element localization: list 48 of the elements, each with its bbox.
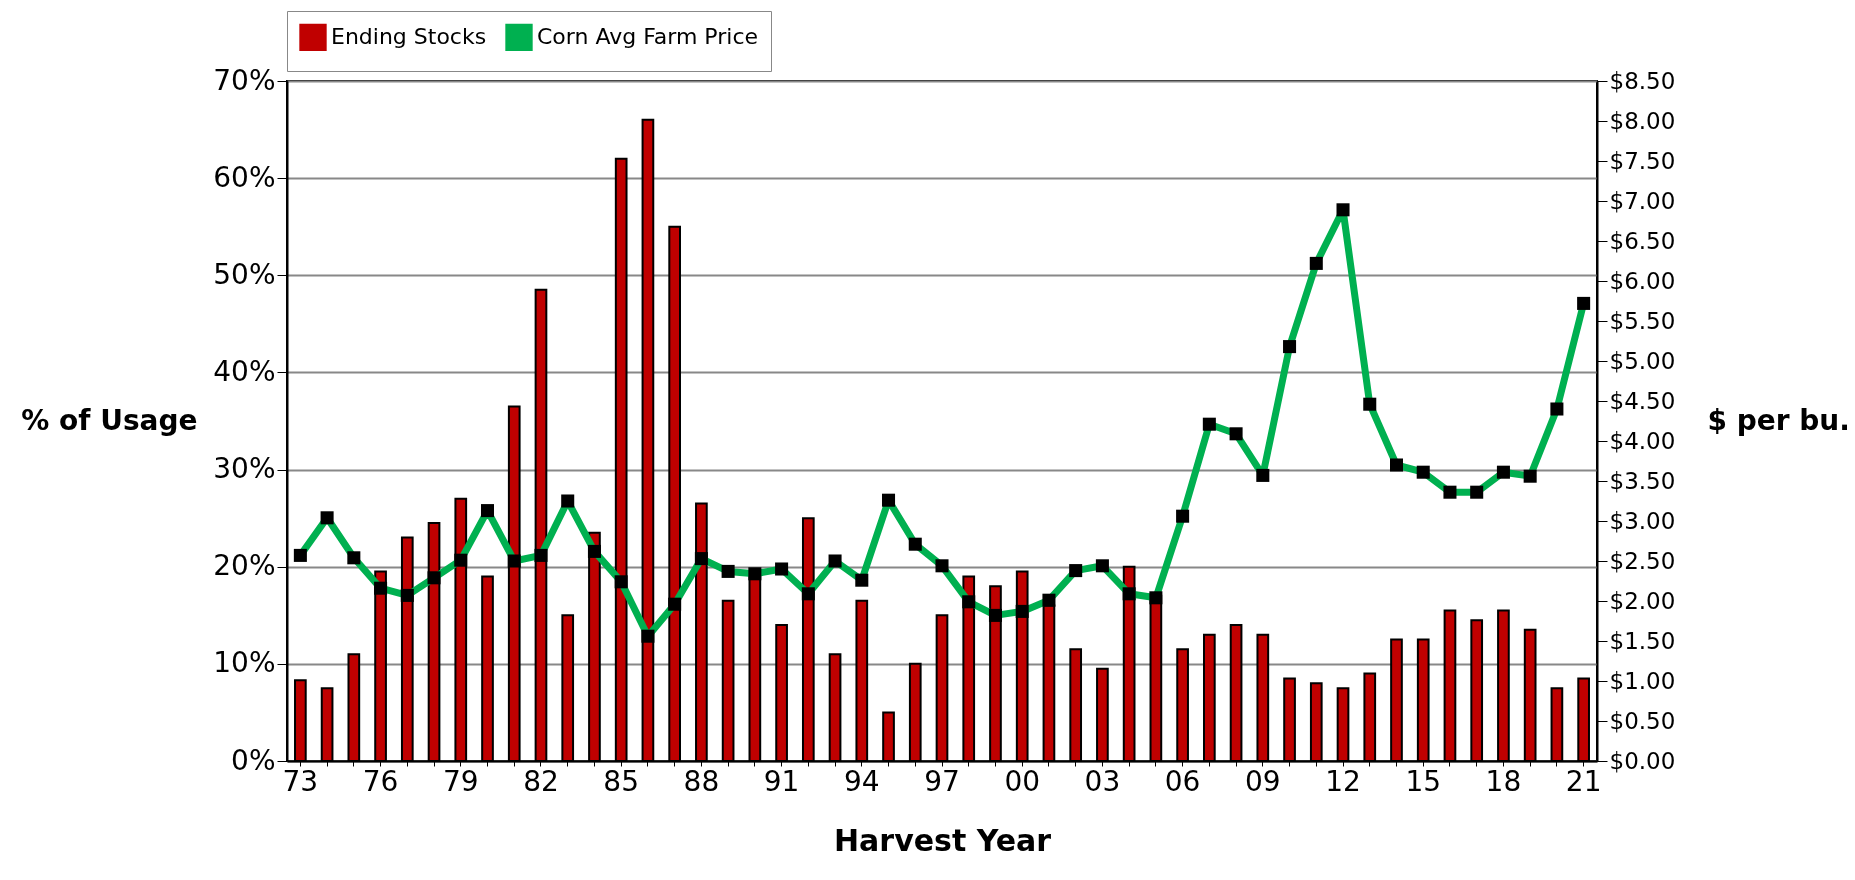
y2-tick-label: $5.50 <box>1609 307 1676 334</box>
y-axis-title: % of Usage <box>21 403 198 437</box>
y2-tick-label: $4.50 <box>1609 387 1676 414</box>
y2-tick-label: $7.50 <box>1609 147 1676 174</box>
x-tick-label: 76 <box>362 764 399 798</box>
x-tick-label: 03 <box>1084 764 1121 798</box>
x-tick-label: 12 <box>1325 764 1361 798</box>
x-axis-title: Harvest Year <box>833 822 1052 858</box>
y2-tick-label: $0.50 <box>1609 707 1676 734</box>
y-tick-label: 20% <box>213 549 276 583</box>
y2-tick-label: $6.50 <box>1609 227 1676 254</box>
y-tick-label: 60% <box>213 160 276 194</box>
y2-tick-label: $3.00 <box>1609 507 1676 534</box>
y2-tick-label: $6.00 <box>1609 267 1676 294</box>
y2-axis-title: $ per bu. <box>1707 403 1850 437</box>
y2-tick-label: $3.50 <box>1609 467 1676 494</box>
x-tick-label: 82 <box>523 764 559 798</box>
x-tick-label: 97 <box>924 764 960 798</box>
x-tick-label: 15 <box>1405 764 1442 798</box>
y2-tick-label: $1.00 <box>1609 667 1676 694</box>
x-tick-label: 21 <box>1565 764 1602 798</box>
x-tick-label: 06 <box>1164 764 1201 798</box>
x-tick-label: 85 <box>603 764 639 798</box>
y-tick-label: 50% <box>213 257 276 291</box>
x-tick-label: 73 <box>282 764 319 798</box>
legend-label: Corn Avg Farm Price <box>537 24 759 50</box>
y-tick-label: 10% <box>213 646 276 680</box>
y2-tick-label: $8.00 <box>1609 107 1676 134</box>
x-tick-label: 94 <box>843 764 880 798</box>
x-tick-label: 79 <box>442 764 479 798</box>
y-tick-label: 0% <box>231 743 276 777</box>
y2-tick-label: $1.50 <box>1609 627 1676 654</box>
y-tick-label: 30% <box>213 452 276 486</box>
x-tick-label: 09 <box>1245 764 1281 798</box>
y-tick-label: 70% <box>213 63 276 97</box>
y2-tick-label: $0.00 <box>1609 747 1676 774</box>
x-tick-label: 88 <box>683 764 720 798</box>
y2-tick-label: $2.50 <box>1609 547 1676 574</box>
legend-label: Ending Stocks <box>331 24 487 50</box>
x-tick-label: 18 <box>1485 764 1522 798</box>
y2-tick-label: $7.00 <box>1609 187 1676 214</box>
x-tick-label: 91 <box>763 764 800 798</box>
y2-tick-label: $8.50 <box>1609 67 1676 94</box>
y-tick-label: 40% <box>213 354 276 388</box>
y2-tick-label: $2.00 <box>1609 587 1676 614</box>
x-tick-label: 00 <box>1004 764 1041 798</box>
y2-tick-label: $4.00 <box>1609 427 1676 454</box>
y2-tick-label: $5.00 <box>1609 347 1676 374</box>
